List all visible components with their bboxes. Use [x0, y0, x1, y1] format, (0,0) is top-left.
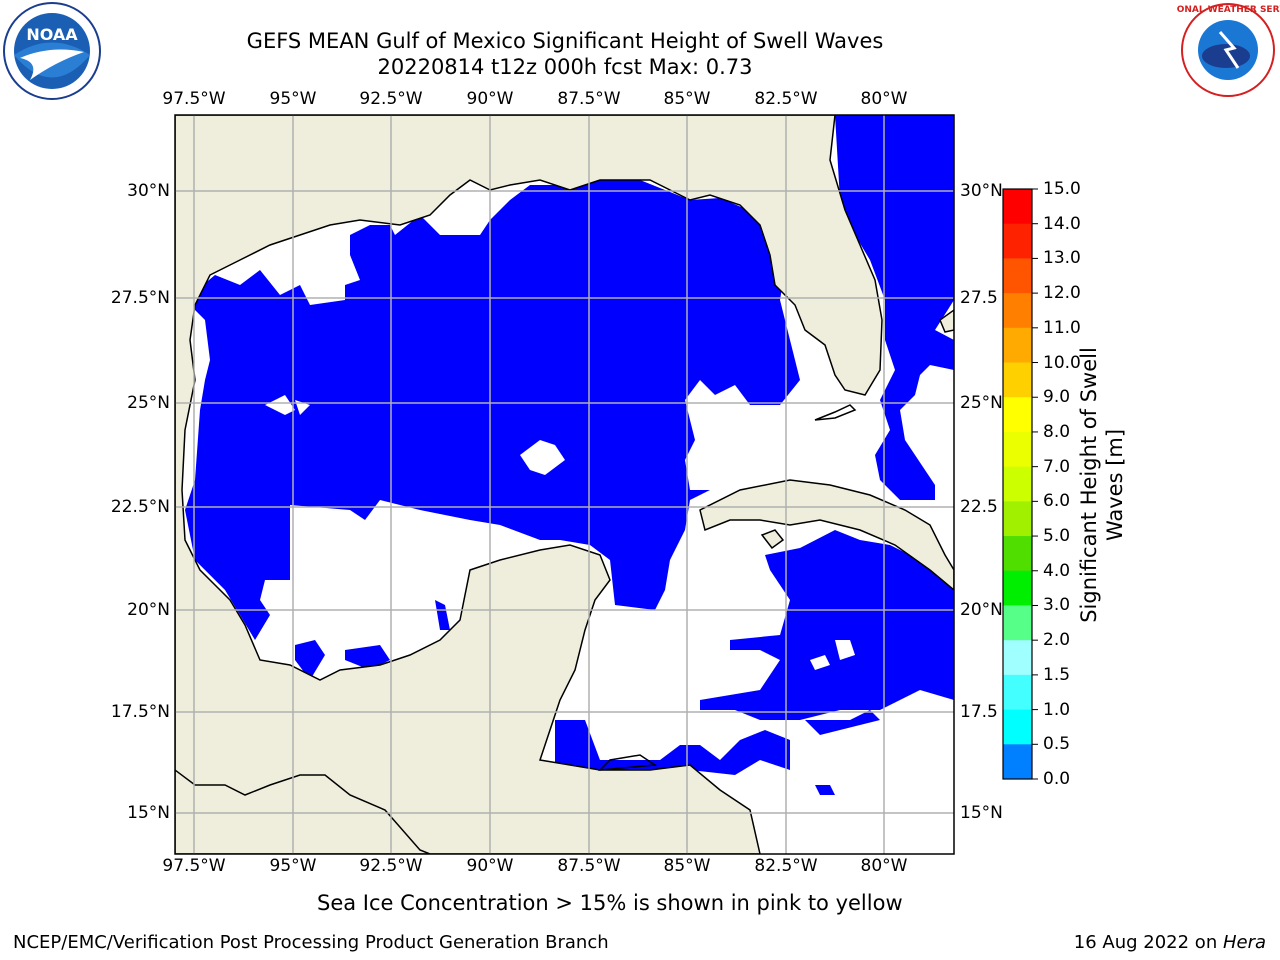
- lat-tick-right: 25°N: [960, 393, 1003, 413]
- colorbar-segment: [1003, 258, 1032, 294]
- colorbar-segment: [1003, 570, 1032, 606]
- lat-tick-left: 15°N: [127, 803, 170, 823]
- lon-tick-bottom: 82.5°W: [754, 856, 818, 876]
- colorbar-tick: 9.0: [1043, 387, 1071, 408]
- colorbar-tick: 3.0: [1043, 595, 1071, 616]
- lon-tick-top: 95°W: [269, 89, 317, 109]
- colorbar-segment: [1003, 223, 1032, 259]
- colorbar-label-line2: Waves [m]: [1103, 428, 1127, 542]
- lat-tick-right: 27.5: [960, 288, 998, 308]
- colorbar-segment: [1003, 362, 1032, 398]
- lon-tick-top: 80°W: [860, 89, 908, 109]
- lat-tick-left: 25°N: [127, 393, 170, 413]
- colorbar-segment: [1003, 501, 1032, 537]
- colorbar-segment: [1003, 397, 1032, 433]
- footer-date-text: 16 Aug 2022 on: [1073, 932, 1223, 953]
- chart-title-line1: GEFS MEAN Gulf of Mexico Significant Hei…: [246, 29, 884, 53]
- lon-tick-top: 85°W: [663, 89, 711, 109]
- colorbar-segment: [1003, 466, 1032, 502]
- graticule: [175, 115, 954, 854]
- colorbar-tick: 1.0: [1043, 699, 1071, 720]
- lon-tick-top: 97.5°W: [162, 89, 226, 109]
- colorbar-tick: 14.0: [1043, 213, 1081, 234]
- svg-text:NATIONAL WEATHER SERVICE: NATIONAL WEATHER SERVICE: [1176, 5, 1280, 15]
- colorbar-tick: 5.0: [1043, 526, 1071, 547]
- lat-tick-left: 30°N: [127, 181, 170, 201]
- lat-tick-right: 17.5: [960, 702, 998, 722]
- lat-tick-left: 17.5°N: [110, 702, 170, 722]
- lon-tick-top: 92.5°W: [359, 89, 423, 109]
- lat-tick-right: 22.5: [960, 497, 998, 517]
- colorbar-tick: 7.0: [1043, 456, 1071, 477]
- swell-field-gaps: [265, 395, 855, 670]
- colorbar-tick: 4.0: [1043, 560, 1071, 581]
- colorbar-segment: [1003, 709, 1032, 745]
- lon-tick-bottom: 80°W: [860, 856, 908, 876]
- colorbar-segment: [1003, 640, 1032, 676]
- lon-tick-top: 90°W: [466, 89, 514, 109]
- lat-tick-right: 20°N: [960, 600, 1003, 620]
- colorbar-segment: [1003, 293, 1032, 329]
- colorbar-segment: [1003, 605, 1032, 641]
- colorbar-segment: [1003, 744, 1032, 780]
- colorbar-segment: [1003, 536, 1032, 572]
- lat-tick-left: 22.5°N: [110, 497, 170, 517]
- map-frame: [174, 114, 955, 855]
- svg-text:NOAA: NOAA: [26, 25, 78, 44]
- colorbar-segment: [1003, 189, 1032, 225]
- colorbar-tick: 6.0: [1043, 491, 1071, 512]
- colorbar: [1003, 188, 1038, 780]
- footer-date: 16 Aug 2022 on Hera: [1074, 932, 1266, 953]
- noaa-logo: NOAA: [0, 0, 106, 106]
- lon-tick-bottom: 90°W: [466, 856, 514, 876]
- footer-machine: Hera: [1222, 932, 1266, 953]
- lon-tick-bottom: 87.5°W: [557, 856, 621, 876]
- lon-tick-top: 87.5°W: [557, 89, 621, 109]
- lat-tick-right: 15°N: [960, 803, 1003, 823]
- colorbar-segment: [1003, 431, 1032, 468]
- footer-branch: NCEP/EMC/Verification Post Processing Pr…: [13, 932, 609, 953]
- colorbar-segment: [1003, 327, 1032, 364]
- lat-tick-right: 30°N: [960, 181, 1003, 201]
- lon-tick-bottom: 92.5°W: [359, 856, 423, 876]
- colorbar-segment: [1003, 674, 1032, 711]
- chart-title-line2: 20220814 t12z 000h fcst Max: 0.73: [377, 55, 753, 79]
- lon-tick-bottom: 97.5°W: [162, 856, 226, 876]
- colorbar-tick: 12.0: [1043, 283, 1081, 304]
- lon-tick-top: 82.5°W: [754, 89, 818, 109]
- swell-field-low: [185, 115, 954, 795]
- lat-tick-left: 27.5°N: [110, 288, 170, 308]
- lon-tick-bottom: 85°W: [663, 856, 711, 876]
- colorbar-tick: 10.0: [1043, 352, 1081, 373]
- lat-tick-left: 20°N: [127, 600, 170, 620]
- colorbar-tick: 8.0: [1043, 421, 1071, 442]
- colorbar-tick: 1.5: [1043, 664, 1071, 685]
- colorbar-label-line1: Significant Height of Swell: [1077, 347, 1101, 623]
- colorbar-frame: [1002, 188, 1033, 780]
- colorbar-tick: 15.0: [1043, 179, 1081, 199]
- colorbar-tick: 2.0: [1043, 630, 1071, 651]
- national-weather-service-logo: NATIONAL WEATHER SERVICE: [1176, 0, 1280, 104]
- colorbar-tick: 0.0: [1043, 769, 1071, 789]
- colorbar-tick: 11.0: [1043, 317, 1081, 338]
- colorbar-tick: 13.0: [1043, 248, 1081, 269]
- sea-ice-caption: Sea Ice Concentration > 15% is shown in …: [317, 891, 903, 915]
- colorbar-tick: 0.5: [1043, 734, 1071, 755]
- lon-tick-bottom: 95°W: [269, 856, 317, 876]
